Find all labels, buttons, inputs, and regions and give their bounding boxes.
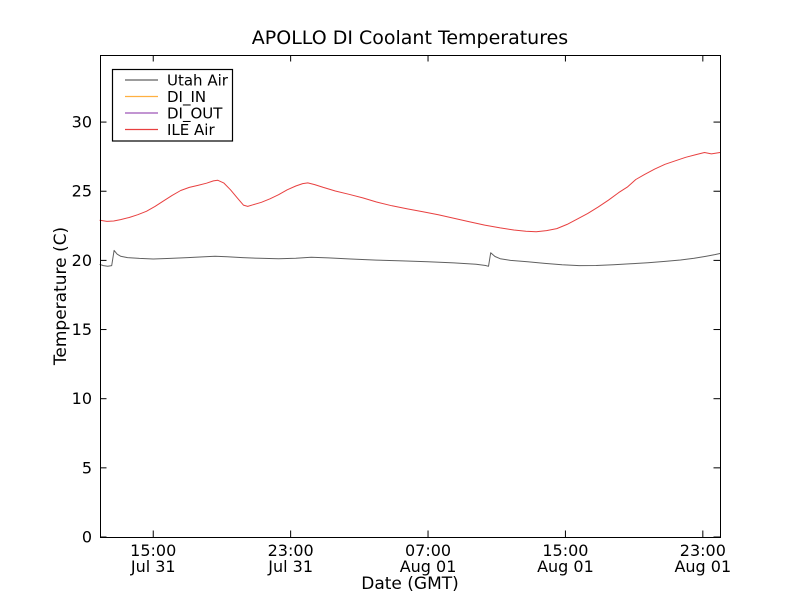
y-tick-label: 0 xyxy=(82,528,92,547)
x-tick-label-date: Aug 01 xyxy=(537,557,594,576)
legend-label: DI_IN xyxy=(167,88,206,107)
y-tick-label: 15 xyxy=(72,320,92,339)
x-tick-label-time: 15:00 xyxy=(130,541,176,560)
y-tick-label: 5 xyxy=(82,458,92,477)
x-tick-label-time: 23:00 xyxy=(268,541,314,560)
x-tick-label-time: 23:00 xyxy=(680,541,726,560)
series-line-utah-air xyxy=(99,249,721,267)
chart-title: APOLLO DI Coolant Temperatures xyxy=(252,27,568,49)
plot-frame xyxy=(100,55,721,538)
x-tick-label-date: Jul 31 xyxy=(130,557,176,576)
legend-label: Utah Air xyxy=(167,72,229,90)
x-tick-label-date: Jul 31 xyxy=(267,557,313,576)
x-tick-label-date: Aug 01 xyxy=(674,557,731,576)
x-tick-label-time: 15:00 xyxy=(542,541,588,560)
x-tick-label-time: 07:00 xyxy=(405,541,451,560)
x-tick-label-date: Aug 01 xyxy=(400,557,457,576)
legend-label: ILE Air xyxy=(167,121,215,139)
series-line-ile-air xyxy=(99,152,721,233)
y-axis-label: Temperature (C) xyxy=(51,227,71,366)
x-axis-label: Date (GMT) xyxy=(361,574,459,594)
y-tick-label: 20 xyxy=(72,251,92,270)
y-tick-label: 10 xyxy=(72,389,92,408)
y-tick-label: 30 xyxy=(72,113,92,132)
y-tick-label: 25 xyxy=(72,182,92,201)
legend-label: DI_OUT xyxy=(167,105,223,124)
